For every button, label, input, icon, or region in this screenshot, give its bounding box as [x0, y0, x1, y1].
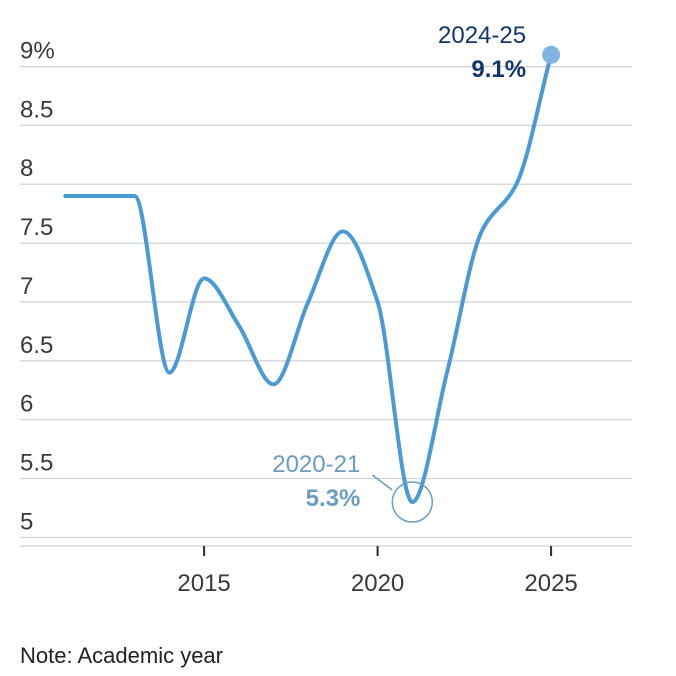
y-tick-label: 6	[20, 391, 33, 418]
y-tick-label: 6.5	[20, 332, 53, 359]
chart-note: Note: Academic year	[20, 643, 223, 668]
y-tick-label: 5	[20, 508, 33, 535]
grid-layer	[20, 65, 632, 547]
annotation-leader	[371, 474, 393, 491]
annotation-label: 2020-21	[272, 451, 360, 478]
y-tick-label: 7.5	[20, 214, 53, 241]
y-tick-label: 7	[20, 273, 33, 300]
x-axis-ticks: 2015 2020 2025	[177, 546, 578, 597]
x-tick-label: 2015	[177, 570, 230, 597]
annotation-value: 5.3%	[306, 485, 361, 512]
x-tick-label: 2025	[524, 570, 577, 597]
line-chart: 5 5.5 6 6.5 7 7.5 8 8.5 9% 2015 2020 2025 2024-25 9…	[20, 22, 632, 597]
x-tick-label: 2020	[351, 570, 404, 597]
series-line	[63, 52, 554, 505]
y-tick-label: 5.5	[20, 449, 53, 476]
series-layer	[63, 52, 554, 505]
y-tick-label: 8	[20, 155, 33, 182]
annotation-label: 2024-25	[438, 22, 526, 49]
y-tick-label: 9%	[20, 38, 55, 65]
highlight-ring	[391, 481, 434, 523]
y-axis-ticks: 5 5.5 6 6.5 7 7.5 8 8.5 9%	[20, 38, 55, 536]
highlight-dot	[542, 45, 561, 64]
annotation-layer: 2024-25 9.1% 2020-21 5.3%	[272, 22, 561, 523]
y-tick-label: 8.5	[20, 96, 53, 123]
annotation-value: 9.1%	[471, 56, 526, 83]
